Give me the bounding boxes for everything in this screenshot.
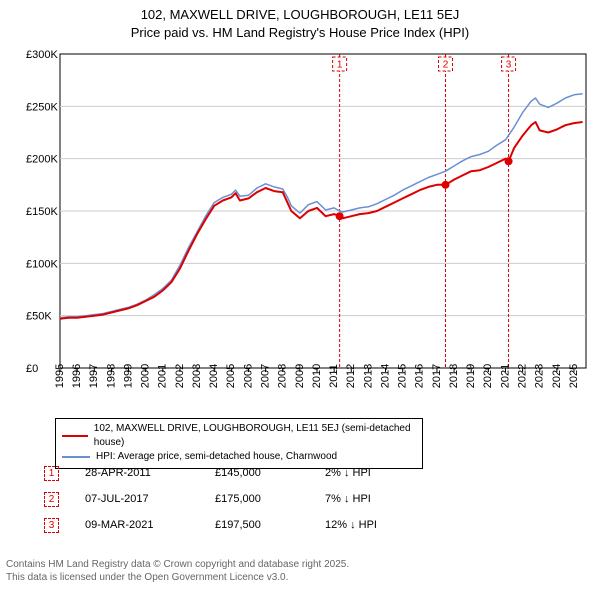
svg-text:2: 2: [443, 60, 449, 71]
record-marker: 1: [44, 466, 59, 481]
svg-text:2017: 2017: [431, 364, 443, 388]
svg-text:£0: £0: [26, 363, 38, 375]
record-price: £145,000: [215, 467, 325, 479]
record-diff: 7% ↓ HPI: [325, 493, 445, 505]
svg-text:£200K: £200K: [26, 154, 58, 166]
sale-records: 1 28-APR-2011£145,0002% ↓ HPI 2 07-JUL-2017…: [44, 460, 564, 538]
svg-text:1998: 1998: [105, 364, 117, 388]
legend-swatch: [62, 435, 88, 437]
record-marker: 3: [44, 518, 59, 533]
svg-text:2007: 2007: [260, 364, 272, 388]
svg-text:2019: 2019: [465, 364, 477, 388]
title-line-2: Price paid vs. HM Land Registry's House …: [0, 24, 600, 42]
footer: Contains HM Land Registry data © Crown c…: [6, 558, 349, 584]
svg-text:2004: 2004: [208, 364, 220, 388]
record-date: 07-JUL-2017: [85, 493, 215, 505]
svg-text:2018: 2018: [448, 364, 460, 388]
chart-container: 102, MAXWELL DRIVE, LOUGHBOROUGH, LE11 5…: [0, 0, 600, 590]
svg-text:2020: 2020: [482, 364, 494, 388]
svg-text:2012: 2012: [345, 364, 357, 388]
record-date: 28-APR-2011: [85, 467, 215, 479]
record-diff: 12% ↓ HPI: [325, 519, 445, 531]
legend-swatch: [62, 456, 90, 458]
svg-text:2025: 2025: [568, 364, 580, 388]
record-diff: 2% ↓ HPI: [325, 467, 445, 479]
svg-text:2010: 2010: [311, 364, 323, 388]
svg-text:1995: 1995: [54, 364, 66, 388]
legend-item-price-paid: 102, MAXWELL DRIVE, LOUGHBOROUGH, LE11 5…: [62, 422, 416, 450]
svg-text:2022: 2022: [517, 364, 529, 388]
record-date: 09-MAR-2021: [85, 519, 215, 531]
svg-text:2024: 2024: [551, 364, 563, 388]
svg-text:2011: 2011: [328, 364, 340, 388]
svg-text:2002: 2002: [174, 364, 186, 388]
svg-text:£250K: £250K: [26, 101, 58, 113]
svg-text:2005: 2005: [225, 364, 237, 388]
svg-text:2009: 2009: [294, 364, 306, 388]
footer-line-1: Contains HM Land Registry data © Crown c…: [6, 558, 349, 571]
sale-record-row: 3 09-MAR-2021£197,50012% ↓ HPI: [44, 512, 564, 538]
legend-label: 102, MAXWELL DRIVE, LOUGHBOROUGH, LE11 5…: [94, 422, 416, 450]
svg-text:2016: 2016: [414, 364, 426, 388]
svg-text:1997: 1997: [88, 364, 100, 388]
svg-text:1: 1: [337, 60, 343, 71]
svg-text:2023: 2023: [534, 364, 546, 388]
record-price: £175,000: [215, 493, 325, 505]
svg-text:2015: 2015: [397, 364, 409, 388]
svg-text:2021: 2021: [499, 364, 511, 388]
svg-text:2006: 2006: [242, 364, 254, 388]
svg-text:2014: 2014: [379, 364, 391, 388]
footer-line-2: This data is licensed under the Open Gov…: [6, 571, 349, 584]
svg-text:2013: 2013: [362, 364, 374, 388]
svg-text:£100K: £100K: [26, 258, 58, 270]
title-block: 102, MAXWELL DRIVE, LOUGHBOROUGH, LE11 5…: [0, 0, 600, 41]
svg-text:1999: 1999: [122, 364, 134, 388]
svg-text:2008: 2008: [277, 364, 289, 388]
svg-text:£50K: £50K: [26, 311, 52, 323]
svg-text:1996: 1996: [71, 364, 83, 388]
svg-text:3: 3: [506, 60, 512, 71]
sale-record-row: 1 28-APR-2011£145,0002% ↓ HPI: [44, 460, 564, 486]
record-marker: 2: [44, 492, 59, 507]
svg-text:2003: 2003: [191, 364, 203, 388]
sale-record-row: 2 07-JUL-2017£175,0007% ↓ HPI: [44, 486, 564, 512]
chart-svg: £0 £50K £100K £150K £200K £250K £300K 1 2 3 1995 19…: [26, 48, 592, 410]
svg-text:£300K: £300K: [26, 49, 58, 61]
chart-area: £0 £50K £100K £150K £200K £250K £300K 1 2 3 1995 19…: [26, 48, 592, 410]
svg-text:2000: 2000: [140, 364, 152, 388]
svg-text:2001: 2001: [157, 364, 169, 388]
title-line-1: 102, MAXWELL DRIVE, LOUGHBOROUGH, LE11 5…: [0, 6, 600, 24]
svg-text:£150K: £150K: [26, 206, 58, 218]
record-price: £197,500: [215, 519, 325, 531]
